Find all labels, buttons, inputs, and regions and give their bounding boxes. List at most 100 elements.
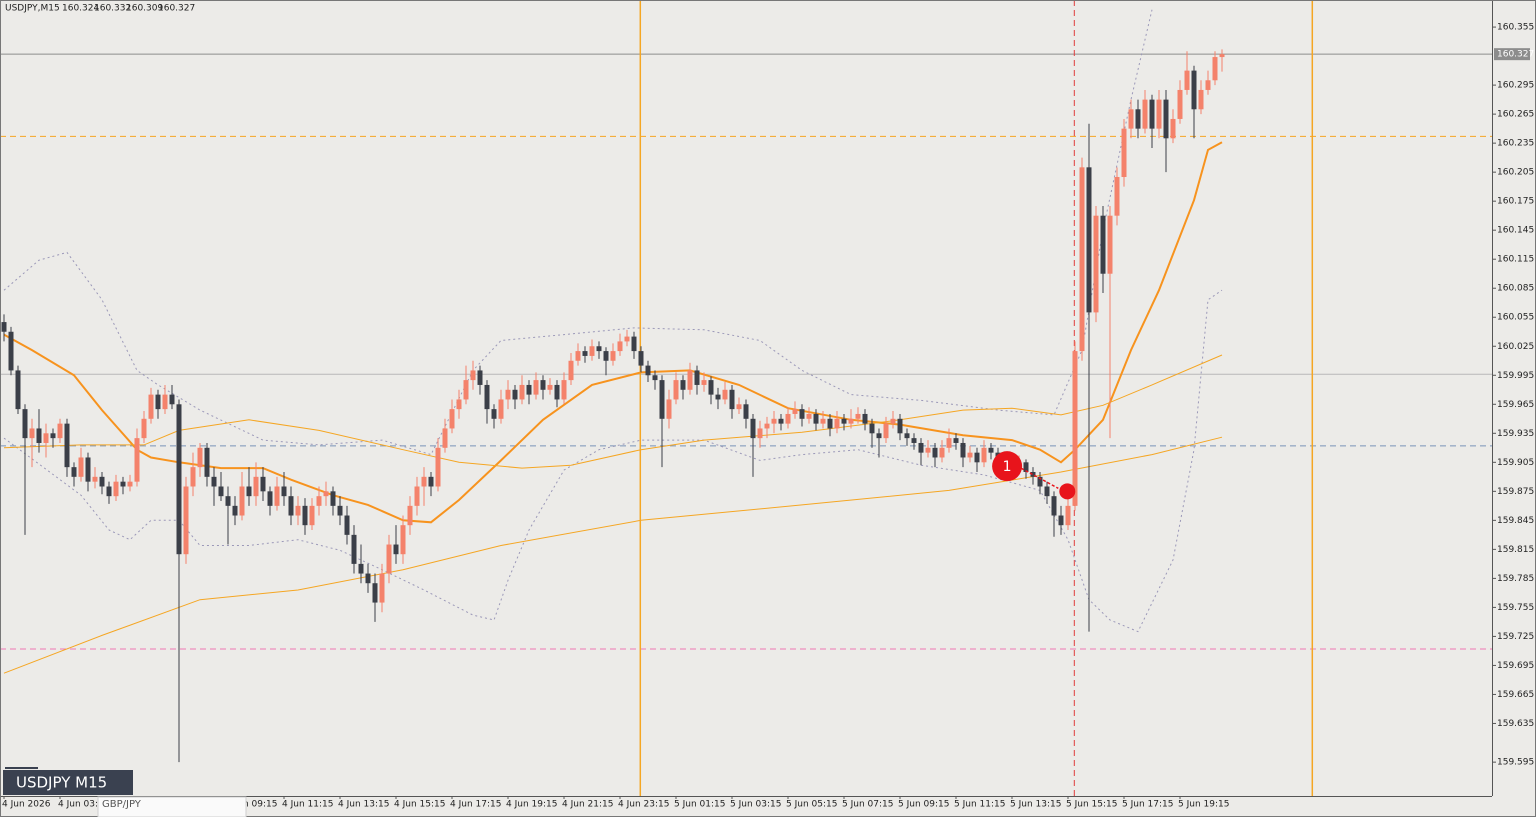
annotation-marker (992, 451, 1023, 482)
candle-body (771, 418, 777, 424)
indicator-line (3, 289, 1223, 633)
candle-body (806, 413, 812, 419)
y-tick-label: 160.025 (1497, 342, 1534, 352)
candle-body (484, 384, 490, 410)
candle-body (421, 476, 427, 487)
candle-body (113, 481, 119, 497)
candle-body (29, 428, 35, 439)
candle-body (932, 447, 938, 458)
candle-body (190, 467, 196, 487)
candle-body (1177, 89, 1183, 119)
x-tick-label: 4 Jun 23:15 (618, 800, 669, 810)
candle-body (246, 486, 252, 497)
candle-body (785, 413, 791, 424)
x-tick-label: 5 Jun 11:15 (954, 800, 1005, 810)
candle-body (876, 433, 882, 439)
candle-body (1051, 496, 1057, 516)
candle-body (1212, 57, 1218, 81)
candle-body (302, 505, 308, 526)
x-tick-label: 5 Jun 09:15 (898, 800, 949, 810)
candle-body (274, 486, 280, 506)
candle-body (638, 351, 644, 366)
candle-body (519, 384, 525, 400)
candle-body (533, 380, 539, 395)
candle-body (701, 380, 707, 385)
chart-title: USDJPY,M15 (5, 4, 60, 14)
candle-body (729, 389, 735, 410)
candle-body (617, 341, 623, 352)
candle-body (897, 418, 903, 434)
x-tick-label: 4 Jun 2026 (2, 800, 51, 810)
candle-body (1023, 462, 1029, 472)
candle-body (526, 384, 532, 395)
candle-body (372, 583, 378, 603)
candle-body (946, 438, 952, 448)
candle-body (211, 476, 217, 487)
candle-body (659, 380, 665, 419)
header-ohlc: 160.332 (94, 4, 131, 14)
y-tick-label: 160.265 (1497, 110, 1534, 120)
y-tick-label: 160.235 (1497, 139, 1534, 149)
candle-body (855, 413, 861, 419)
candle-body (1, 322, 7, 332)
candle-body (470, 370, 476, 381)
candle-body (575, 351, 581, 361)
candle-body (561, 380, 567, 400)
x-tick-label: 5 Jun 03:15 (730, 800, 781, 810)
y-tick-label: 159.595 (1497, 758, 1534, 768)
candle-body (869, 423, 875, 434)
candle-body (883, 423, 889, 439)
candle-body (148, 394, 154, 419)
candle-body (652, 375, 658, 381)
candle-body (1037, 476, 1043, 487)
candle-body (631, 336, 637, 352)
header-ohlc: 160.327 (158, 4, 195, 14)
x-tick-label: 4 Jun 11:15 (282, 800, 333, 810)
candle-body (43, 433, 49, 443)
candle-body (435, 447, 441, 487)
x-tick-label: 5 Jun 19:15 (1178, 800, 1229, 810)
candle-body (176, 404, 182, 555)
candle-body (1065, 505, 1071, 526)
annotation-label: 1 (1003, 459, 1012, 475)
y-tick-label: 159.875 (1497, 487, 1534, 497)
candle-body (295, 505, 301, 516)
candle-body (1058, 515, 1064, 526)
candle-body (540, 380, 546, 390)
candle-body (365, 573, 371, 584)
candle-body (22, 409, 28, 439)
candle-body (568, 360, 574, 381)
candle-body (610, 351, 616, 361)
candle-body (848, 418, 854, 424)
x-tick-label: 5 Jun 07:15 (842, 800, 893, 810)
x-tick-label: 4 Jun 13:15 (338, 800, 389, 810)
candle-body (750, 418, 756, 439)
header-ohlc: 160.309 (126, 4, 163, 14)
overlay-box (3, 770, 133, 795)
candle-body (1093, 215, 1099, 313)
candle-body (1107, 215, 1113, 274)
candle-body (722, 389, 728, 400)
candle-body (393, 544, 399, 555)
candle-body (603, 351, 609, 361)
candle-body (225, 496, 231, 506)
candle-body (778, 418, 784, 424)
candle-body (477, 370, 483, 385)
candle-body (316, 496, 322, 506)
candle-body (337, 505, 343, 516)
candle-body (442, 428, 448, 448)
candle-body (554, 384, 560, 400)
y-tick-label: 160.175 (1497, 197, 1534, 207)
candle-body (645, 365, 651, 376)
candle-body (323, 491, 329, 497)
candle-body (50, 433, 56, 439)
candle-body (1142, 99, 1148, 129)
indicator-line (3, 141, 1223, 524)
candle-body (1100, 215, 1106, 274)
candle-body (169, 394, 175, 405)
y-tick-label: 160.355 (1497, 23, 1534, 33)
y-tick-label: 159.635 (1497, 719, 1534, 729)
candle-body (960, 442, 966, 458)
candle-body (547, 384, 553, 390)
